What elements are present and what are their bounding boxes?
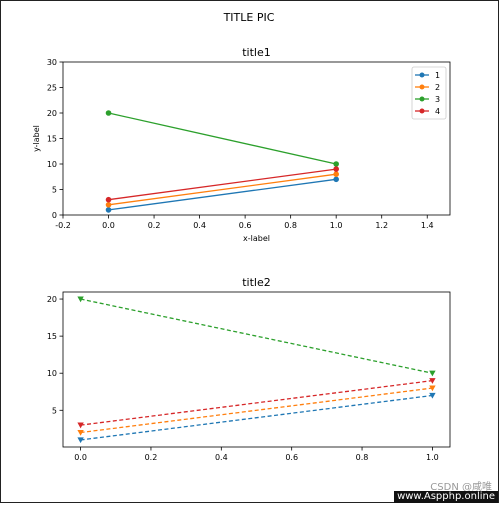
chart-title: title1	[242, 46, 271, 59]
x-tick-label: 0.4	[215, 453, 228, 462]
y-tick-label: 5	[52, 406, 57, 415]
x-tick-label: 0.6	[285, 453, 298, 462]
series-line-3	[108, 112, 337, 165]
y-tick-label: 15	[47, 135, 57, 144]
subplot-2: title2 0.0 0.2 0.4 0.6 0.8 1.0 5 10 15 20	[47, 276, 451, 462]
x-tick-label: 0.0	[74, 453, 87, 462]
y-tick-label: 25	[47, 84, 57, 93]
data-point	[77, 437, 84, 444]
series-line-2	[80, 387, 433, 434]
series-line-1	[108, 178, 337, 211]
data-point	[77, 296, 84, 303]
data-point	[429, 378, 436, 384]
plot-frame	[62, 291, 451, 448]
y-tick-label: 10	[47, 160, 57, 169]
series-line-4	[108, 168, 337, 201]
data-point	[333, 161, 339, 167]
x-tick-label: 1.2	[375, 221, 388, 230]
data-point	[77, 422, 84, 429]
legend-marker-2	[419, 84, 425, 90]
x-tick-label: 0.8	[284, 221, 297, 230]
watermark: CSDN @咸唯	[430, 482, 492, 493]
legend-marker-4	[419, 108, 425, 114]
x-tick-label: 0.6	[239, 221, 252, 230]
data-point	[333, 176, 339, 183]
legend-label-2: 2	[435, 83, 440, 92]
x-tick-label: -0.2	[55, 221, 71, 230]
data-point	[333, 166, 339, 172]
legend-box	[411, 66, 447, 120]
source-url: www.Aspphp.online	[394, 491, 498, 503]
series-line-4	[80, 379, 433, 426]
series-line-2	[108, 173, 337, 206]
series-line-3	[80, 298, 433, 374]
x-axis-label: x-label	[243, 234, 270, 243]
chart-title: title2	[242, 276, 271, 289]
legend-label-3: 3	[435, 95, 440, 104]
legend-label-1: 1	[435, 71, 440, 80]
series-line-1	[80, 394, 433, 441]
data-point	[105, 110, 112, 116]
legend-label-4: 4	[435, 107, 440, 116]
legend-marker-3	[419, 96, 425, 102]
x-tick-label: 1.0	[330, 221, 343, 230]
y-tick-label: 5	[52, 186, 57, 195]
y-tick-label: 20	[47, 109, 57, 118]
plot-frame	[62, 61, 451, 216]
x-tick-label: 0.2	[148, 221, 161, 230]
figure-suptitle: TITLE PIC	[223, 11, 275, 24]
y-tick-label: 0	[52, 211, 57, 220]
data-point	[429, 370, 436, 377]
y-tick-label: 20	[47, 295, 57, 304]
x-tick-label: 0.4	[193, 221, 206, 230]
data-point	[105, 207, 112, 213]
data-point	[333, 171, 339, 177]
x-tick-label: 1.4	[421, 221, 434, 230]
data-point	[105, 202, 112, 208]
data-point	[429, 392, 436, 399]
y-tick-label: 15	[47, 332, 57, 341]
x-tick-label: 0.2	[145, 453, 158, 462]
x-tick-label: 1.0	[426, 453, 439, 462]
y-tick-label: 10	[47, 369, 57, 378]
data-point	[77, 429, 84, 436]
legend-marker-1	[419, 72, 425, 78]
data-point	[105, 196, 112, 203]
data-point	[429, 385, 436, 392]
y-tick-label: 30	[47, 58, 57, 67]
y-axis-label: y-label	[32, 125, 41, 152]
x-tick-label: 0.8	[356, 453, 369, 462]
x-tick-label: 0.0	[102, 221, 115, 230]
subplot-1: title1 -0.2 0.0 0.2 0.4 0.6 0.8 1.0 1.2 1.4 0 5 10 15…	[32, 46, 451, 243]
